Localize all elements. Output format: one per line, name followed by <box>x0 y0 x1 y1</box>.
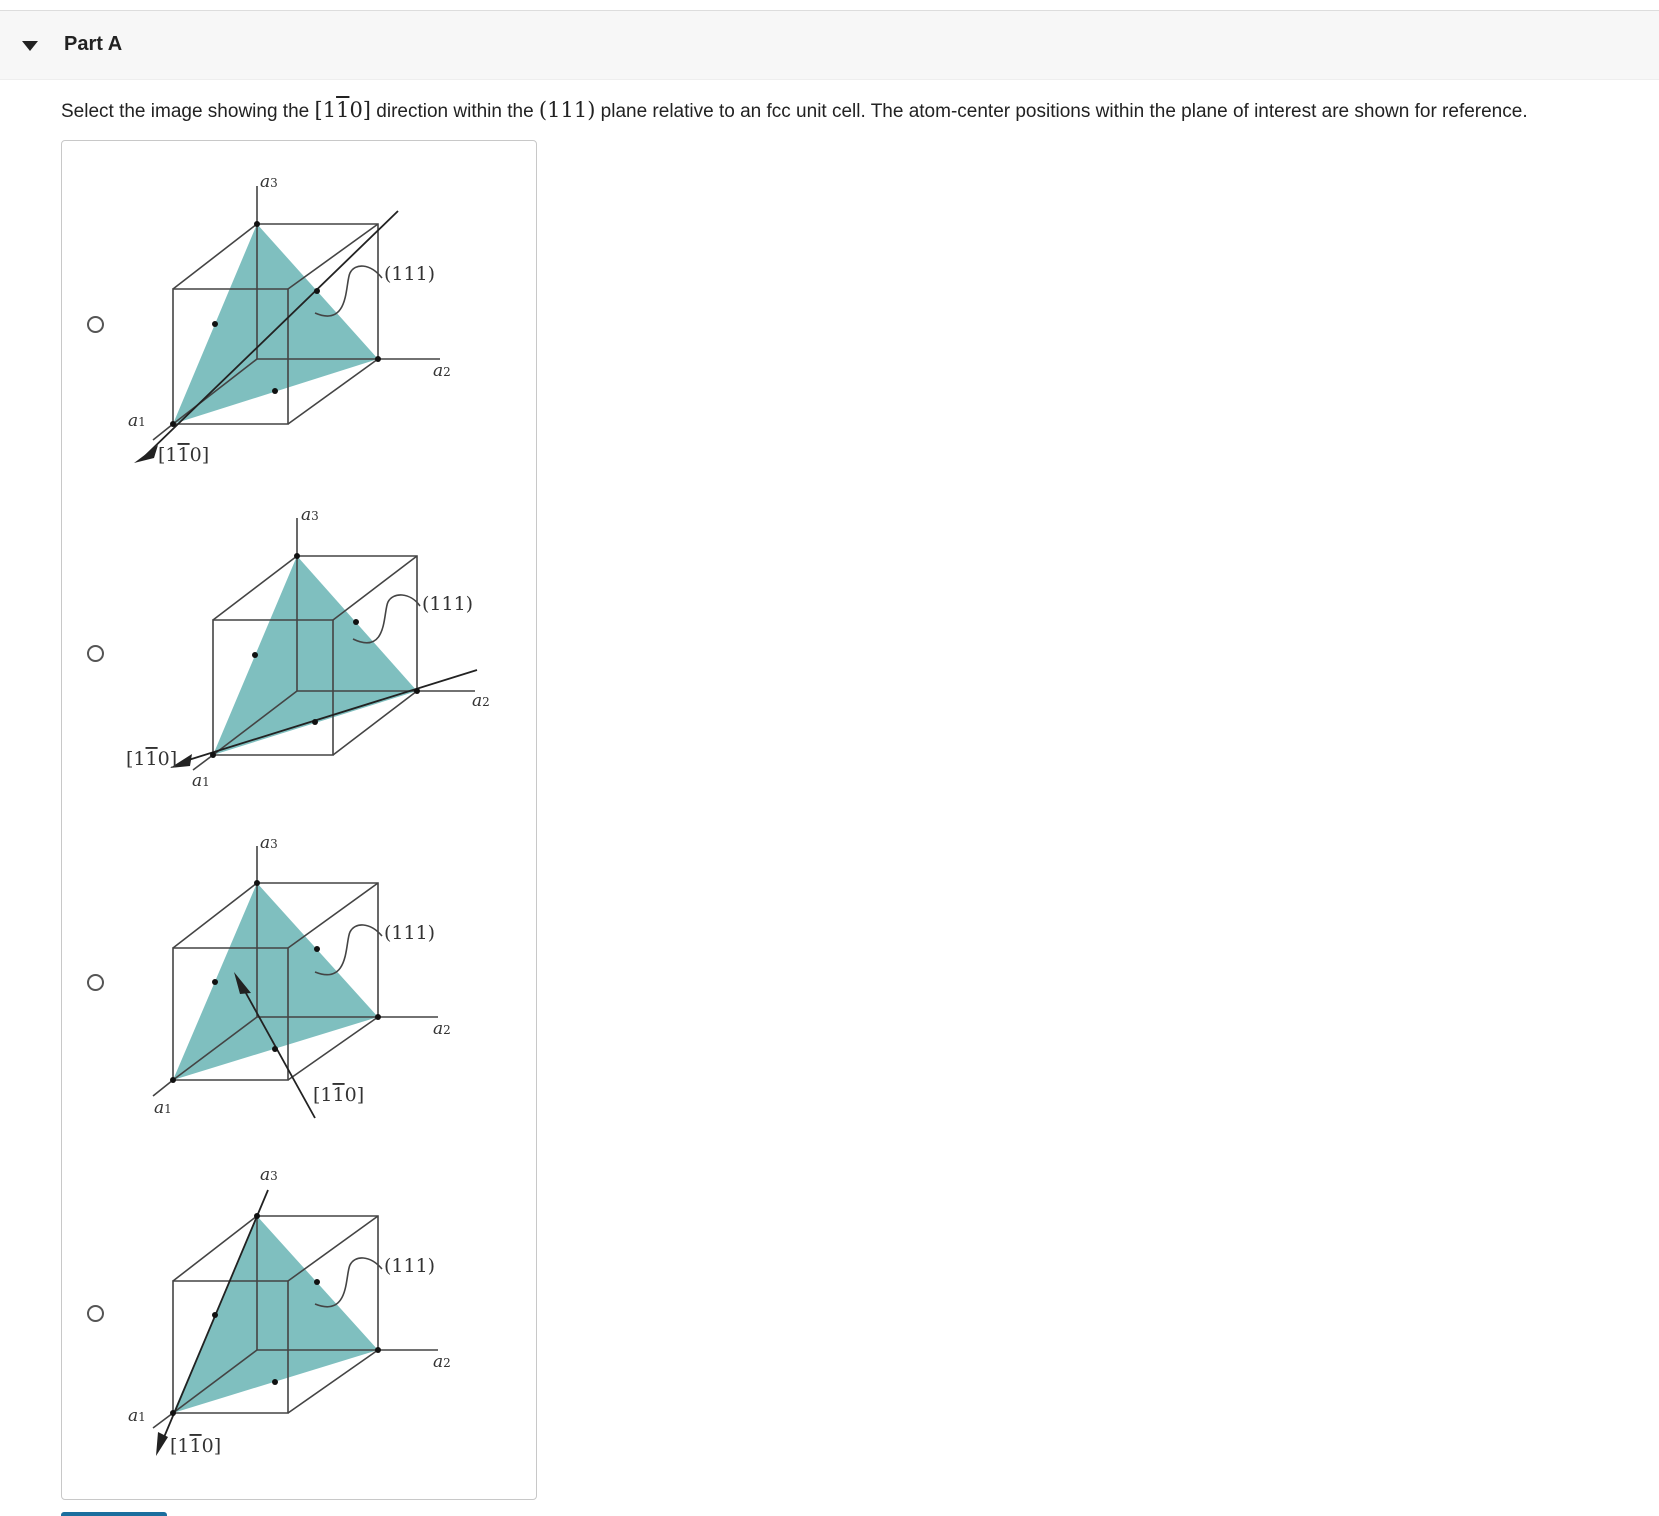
top-divider <box>0 10 1659 11</box>
radio-option-2[interactable] <box>87 645 104 662</box>
option-4-figure[interactable]: (111) a3 a2 a1 [110] <box>120 1160 520 1480</box>
axis-a3-label: a3 <box>301 505 319 525</box>
direction-label: [110] <box>126 748 177 770</box>
option-2-figure[interactable]: (111) a3 a2 a1 [110] <box>120 498 520 818</box>
prompt-text-middle: direction within the <box>371 101 539 122</box>
submit-button[interactable] <box>61 1512 167 1516</box>
plane-label: (111) <box>384 1255 435 1277</box>
plane-111-shape <box>173 224 378 424</box>
axis-a3-label: a3 <box>260 1165 278 1185</box>
direction-notation: [110] <box>314 98 372 122</box>
axis-a3-label: a3 <box>260 172 278 192</box>
prompt-text-before: Select the image showing the <box>61 101 315 122</box>
axis-a1-label: a1 <box>128 411 146 431</box>
plane-label: (111) <box>422 593 473 615</box>
fcc-cell-diagram: (111) a3 a2 a1 [110] <box>126 505 490 791</box>
option-1-figure[interactable]: (111) a3 a2 a1 [110] <box>120 168 520 488</box>
axis-a2-label: a2 <box>472 691 490 711</box>
part-title: Part A <box>64 33 123 55</box>
direction-label: [110] <box>170 1435 221 1457</box>
option-3-figure[interactable]: (111) a3 a2 a1 [110] <box>120 828 520 1148</box>
direction-label: [110] <box>313 1084 364 1106</box>
plane-notation: (111) <box>538 98 596 122</box>
plane-111-shape <box>173 883 378 1080</box>
collapse-caret-icon[interactable] <box>22 41 38 51</box>
question-prompt: Select the image showing the [110] direc… <box>61 98 1641 124</box>
radio-option-4[interactable] <box>87 1305 104 1322</box>
axis-a1-label: a1 <box>154 1098 172 1118</box>
plane-label: (111) <box>384 263 435 285</box>
axis-a2-label: a2 <box>433 1019 451 1039</box>
prompt-text-after: plane relative to an fcc unit cell. The … <box>595 101 1528 122</box>
plane-111-shape <box>173 1216 378 1413</box>
radio-option-3[interactable] <box>87 974 104 991</box>
axis-a2-label: a2 <box>433 1352 451 1372</box>
part-header[interactable]: Part A <box>0 11 1659 80</box>
fcc-cell-diagram: (111) a3 a2 a1 [110] <box>152 833 451 1119</box>
fcc-cell-diagram: (111) a3 a2 a1 [110] <box>128 172 451 466</box>
axis-a1-label: a1 <box>128 1406 146 1426</box>
fcc-cell-diagram: (111) a3 a2 a1 [110] <box>128 1165 451 1457</box>
radio-option-1[interactable] <box>87 316 104 333</box>
axis-a1-label: a1 <box>192 771 210 791</box>
plane-111-shape <box>213 556 417 755</box>
axis-a2-label: a2 <box>433 361 451 381</box>
direction-label: [110] <box>158 444 209 466</box>
axis-a3-label: a3 <box>260 833 278 853</box>
plane-label: (111) <box>384 922 435 944</box>
